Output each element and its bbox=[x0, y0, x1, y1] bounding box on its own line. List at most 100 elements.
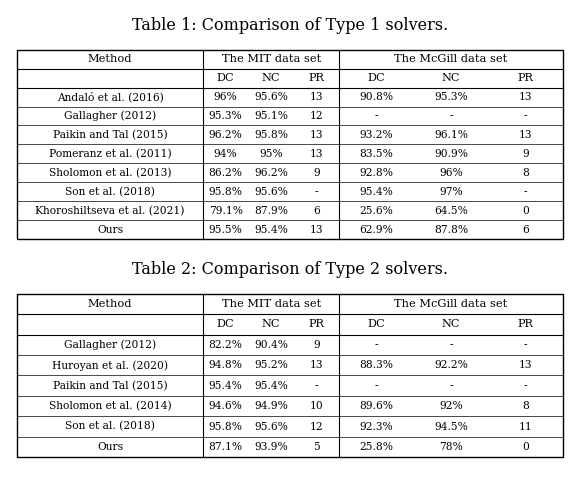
Text: Andaló et al. (2016): Andaló et al. (2016) bbox=[57, 92, 164, 103]
Text: 93.9%: 93.9% bbox=[254, 442, 288, 452]
Text: 96%: 96% bbox=[439, 168, 463, 178]
Text: 92.8%: 92.8% bbox=[360, 168, 393, 178]
Text: -: - bbox=[524, 111, 527, 121]
Text: Sholomon et al. (2014): Sholomon et al. (2014) bbox=[49, 401, 172, 411]
Text: DC: DC bbox=[217, 319, 234, 330]
Text: 95.3%: 95.3% bbox=[209, 111, 242, 121]
Text: 5: 5 bbox=[313, 442, 320, 452]
Text: 9: 9 bbox=[313, 340, 320, 350]
Text: 95.4%: 95.4% bbox=[209, 380, 242, 391]
Text: NC: NC bbox=[262, 319, 280, 330]
Text: The MIT data set: The MIT data set bbox=[222, 54, 321, 64]
Text: 92.3%: 92.3% bbox=[360, 421, 393, 432]
Text: 6: 6 bbox=[522, 225, 529, 235]
Text: -: - bbox=[315, 187, 318, 197]
Text: 8: 8 bbox=[522, 401, 529, 411]
Text: Paikin and Tal (2015): Paikin and Tal (2015) bbox=[53, 380, 168, 391]
Text: DC: DC bbox=[368, 73, 385, 83]
Text: 95.8%: 95.8% bbox=[209, 421, 242, 432]
Text: Paikin and Tal (2015): Paikin and Tal (2015) bbox=[53, 130, 168, 140]
Text: 90.4%: 90.4% bbox=[254, 340, 288, 350]
Text: 90.8%: 90.8% bbox=[360, 92, 394, 102]
Text: 13: 13 bbox=[519, 360, 532, 371]
Text: -: - bbox=[315, 380, 318, 391]
Text: 83.5%: 83.5% bbox=[360, 149, 393, 159]
Text: 90.9%: 90.9% bbox=[434, 149, 468, 159]
Text: 94.9%: 94.9% bbox=[254, 401, 288, 411]
Text: 25.8%: 25.8% bbox=[360, 442, 393, 452]
Text: 95.8%: 95.8% bbox=[254, 130, 288, 140]
Text: 95%: 95% bbox=[259, 149, 283, 159]
Text: 95.6%: 95.6% bbox=[254, 187, 288, 197]
Text: 97%: 97% bbox=[439, 187, 463, 197]
Text: NC: NC bbox=[442, 319, 460, 330]
Text: Pomeranz et al. (2011): Pomeranz et al. (2011) bbox=[49, 149, 172, 159]
Text: 95.1%: 95.1% bbox=[254, 111, 288, 121]
Text: PR: PR bbox=[309, 73, 325, 83]
Text: The MIT data set: The MIT data set bbox=[222, 299, 321, 309]
Text: Gallagher (2012): Gallagher (2012) bbox=[64, 111, 157, 122]
Text: 92%: 92% bbox=[439, 401, 463, 411]
Text: 8: 8 bbox=[522, 168, 529, 178]
Text: Sholomon et al. (2013): Sholomon et al. (2013) bbox=[49, 168, 172, 178]
Text: 95.4%: 95.4% bbox=[254, 225, 288, 235]
Text: 64.5%: 64.5% bbox=[434, 206, 468, 216]
Text: 13: 13 bbox=[310, 225, 323, 235]
Text: 94%: 94% bbox=[214, 149, 238, 159]
Text: 25.6%: 25.6% bbox=[360, 206, 393, 216]
Text: 13: 13 bbox=[310, 360, 323, 371]
Text: 13: 13 bbox=[310, 130, 323, 140]
Text: Table 2: Comparison of Type 2 solvers.: Table 2: Comparison of Type 2 solvers. bbox=[132, 261, 448, 278]
Text: 86.2%: 86.2% bbox=[209, 168, 242, 178]
Text: 87.8%: 87.8% bbox=[434, 225, 468, 235]
Text: NC: NC bbox=[442, 73, 460, 83]
Text: Ours: Ours bbox=[97, 225, 124, 235]
Text: 87.9%: 87.9% bbox=[254, 206, 288, 216]
Text: -: - bbox=[524, 187, 527, 197]
Text: 95.5%: 95.5% bbox=[209, 225, 242, 235]
Text: 79.1%: 79.1% bbox=[209, 206, 242, 216]
Text: 10: 10 bbox=[310, 401, 324, 411]
Text: 95.3%: 95.3% bbox=[434, 92, 468, 102]
Text: 9: 9 bbox=[313, 168, 320, 178]
Text: 92.2%: 92.2% bbox=[434, 360, 468, 371]
Text: PR: PR bbox=[517, 319, 534, 330]
Text: Method: Method bbox=[88, 54, 132, 64]
Text: Gallagher (2012): Gallagher (2012) bbox=[64, 340, 157, 350]
Text: 62.9%: 62.9% bbox=[360, 225, 393, 235]
Text: The McGill data set: The McGill data set bbox=[394, 299, 508, 309]
Text: 94.5%: 94.5% bbox=[434, 421, 468, 432]
Text: 96.2%: 96.2% bbox=[254, 168, 288, 178]
Text: 0: 0 bbox=[522, 206, 529, 216]
Text: Khoroshiltseva et al. (2021): Khoroshiltseva et al. (2021) bbox=[35, 206, 185, 216]
Text: 82.2%: 82.2% bbox=[209, 340, 242, 350]
Text: 12: 12 bbox=[310, 421, 324, 432]
Text: Table 1: Comparison of Type 1 solvers.: Table 1: Comparison of Type 1 solvers. bbox=[132, 17, 448, 34]
Text: -: - bbox=[375, 340, 378, 350]
Text: The McGill data set: The McGill data set bbox=[394, 54, 508, 64]
Text: Ours: Ours bbox=[97, 442, 124, 452]
Text: 95.4%: 95.4% bbox=[254, 380, 288, 391]
Text: Method: Method bbox=[88, 299, 132, 309]
Text: 95.6%: 95.6% bbox=[254, 92, 288, 102]
Bar bbox=[17, 50, 563, 239]
Text: -: - bbox=[449, 380, 453, 391]
Text: 96.1%: 96.1% bbox=[434, 130, 468, 140]
Text: 94.6%: 94.6% bbox=[209, 401, 242, 411]
Text: DC: DC bbox=[368, 319, 385, 330]
Text: 95.2%: 95.2% bbox=[254, 360, 288, 371]
Text: 11: 11 bbox=[519, 421, 532, 432]
Text: 88.3%: 88.3% bbox=[360, 360, 393, 371]
Text: -: - bbox=[375, 111, 378, 121]
Text: 9: 9 bbox=[522, 149, 529, 159]
Text: 96.2%: 96.2% bbox=[209, 130, 242, 140]
Text: 13: 13 bbox=[519, 92, 532, 102]
Text: 95.8%: 95.8% bbox=[209, 187, 242, 197]
Text: 12: 12 bbox=[310, 111, 324, 121]
Text: Son et al. (2018): Son et al. (2018) bbox=[65, 421, 155, 432]
Text: 6: 6 bbox=[313, 206, 320, 216]
Text: NC: NC bbox=[262, 73, 280, 83]
Bar bbox=[17, 294, 563, 457]
Text: -: - bbox=[524, 380, 527, 391]
Text: 95.6%: 95.6% bbox=[254, 421, 288, 432]
